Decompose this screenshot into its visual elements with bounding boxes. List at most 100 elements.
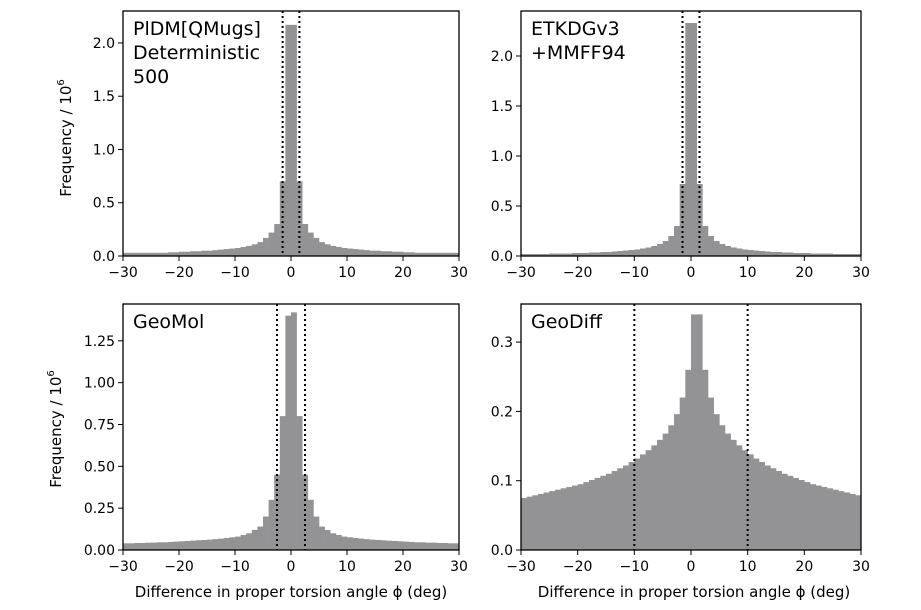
histogram-bar <box>645 450 652 550</box>
histogram-bar <box>447 252 454 256</box>
histogram-bar <box>436 542 443 550</box>
x-tick-label: 0 <box>287 265 296 281</box>
histogram-bar <box>543 254 550 256</box>
x-tick-label: −20 <box>563 265 593 281</box>
histogram-bar <box>600 475 607 550</box>
histogram-bar <box>431 542 437 550</box>
histogram-bar <box>397 251 404 256</box>
y-tick-label: 0.75 <box>84 417 115 433</box>
histogram-bar <box>855 495 862 550</box>
histogram-bar <box>662 433 669 550</box>
x-tick-label: 20 <box>394 559 412 575</box>
histogram-bar <box>173 541 180 550</box>
x-tick-label: 20 <box>394 265 412 281</box>
histogram-bar <box>341 536 348 550</box>
histogram-bar <box>285 24 292 256</box>
histogram-bar <box>849 254 856 256</box>
x-tick-label: −30 <box>506 559 536 575</box>
x-tick-label: 0 <box>287 559 296 575</box>
histogram-bar <box>532 254 539 256</box>
x-tick-label: −30 <box>506 265 536 281</box>
histogram-bar <box>753 250 760 256</box>
histogram-bar <box>572 485 578 550</box>
histogram-bar <box>128 252 135 256</box>
y-tick-label: 2.0 <box>93 36 115 52</box>
histogram-bar <box>212 250 219 256</box>
histogram-bar <box>235 536 241 550</box>
histogram-bar <box>419 542 426 550</box>
y-tick-label: 0.1 <box>491 474 513 490</box>
histogram-bar <box>330 245 337 256</box>
histogram-bar <box>844 254 850 256</box>
histogram-bar <box>804 482 811 550</box>
histogram-bar <box>291 312 297 550</box>
histogram-bar <box>324 244 331 256</box>
histogram-bar <box>453 543 460 550</box>
histogram-bar <box>268 499 275 550</box>
histogram-bar <box>335 246 342 256</box>
histogram-bar <box>651 246 658 256</box>
histogram-bar <box>358 249 365 256</box>
histogram-bar <box>583 482 590 550</box>
histogram-bar <box>759 461 765 550</box>
histogram-bar <box>442 542 449 550</box>
y-tick-label: 0.50 <box>84 459 115 475</box>
panel-label: GeoDiff <box>531 311 603 333</box>
histogram-bar <box>195 251 202 256</box>
y-tick-label: 0.0 <box>491 249 513 265</box>
histogram-bar <box>229 248 236 256</box>
histogram-bar <box>566 486 573 550</box>
histogram-bar <box>702 369 709 550</box>
histogram-bar <box>838 254 845 256</box>
histogram-bar <box>291 24 297 256</box>
histogram-bar <box>696 184 703 256</box>
histogram-bar <box>184 540 191 550</box>
panel-pldm: −30 −20 −10 0 10 20 30 0.0 0.5 1.0 1.5 2.0 PlDM[QMug… <box>93 10 468 281</box>
histogram-bar <box>674 414 680 550</box>
histogram-bar <box>375 539 381 550</box>
histogram-bar <box>577 484 584 550</box>
histogram-bar <box>307 499 314 550</box>
histogram-bar <box>173 252 180 256</box>
x-tick-label: −10 <box>620 559 650 575</box>
histogram-bar <box>770 252 777 256</box>
histogram-bar <box>849 493 856 550</box>
histogram-bar <box>730 439 737 550</box>
y-tick-label: 0.0 <box>491 543 513 559</box>
histogram-bar <box>628 250 635 256</box>
histogram-bar <box>651 445 658 550</box>
histogram-bar <box>793 477 799 550</box>
histogram-bar <box>549 253 556 256</box>
histogram-bar <box>201 250 208 256</box>
histogram-bar <box>195 540 202 550</box>
histogram-bar <box>776 252 782 256</box>
histogram-bar <box>702 226 709 256</box>
histogram-bar <box>827 253 833 256</box>
x-tick-label: −10 <box>220 265 250 281</box>
histogram-bar <box>770 468 777 550</box>
histogram-bar <box>730 247 737 256</box>
histogram-bar <box>691 314 697 550</box>
panel-geodiff: −30 −20 −10 0 10 20 30 0.0 0.1 0.2 0.3 GeoDiff <box>491 303 870 575</box>
histogram-bar <box>257 526 264 550</box>
histogram-bar <box>347 537 353 550</box>
histogram-bar <box>330 533 337 550</box>
histogram-bar <box>319 526 325 550</box>
histogram-bar <box>538 493 544 550</box>
histogram-bar <box>538 254 544 256</box>
histogram-bar <box>606 252 612 256</box>
histogram-bar <box>764 251 771 256</box>
histogram-bar <box>156 252 163 256</box>
histogram-bar <box>223 249 230 256</box>
histogram-bar <box>246 245 253 256</box>
y-tick-label: 0.25 <box>84 501 115 517</box>
x-tick-label: 30 <box>852 559 870 575</box>
histogram-bar <box>577 253 584 256</box>
histogram-bar <box>798 480 805 550</box>
histogram-bar <box>736 445 743 550</box>
histogram-bar <box>606 473 612 550</box>
panel-etkdg: −30 −20 −10 0 10 20 30 0.0 0.5 1.0 1.5 2.0 ETKDGv3 +M… <box>491 10 870 281</box>
histogram-bar <box>218 538 225 550</box>
histogram-bar <box>787 475 794 550</box>
